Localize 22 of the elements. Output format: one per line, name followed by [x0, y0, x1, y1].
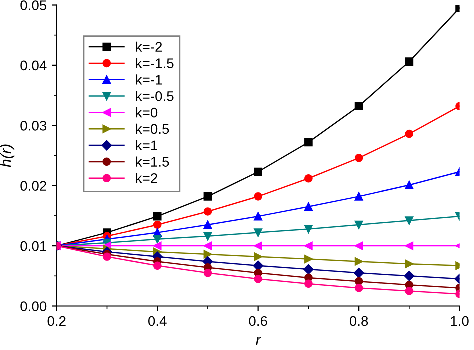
legend-label: k=-0.5	[136, 91, 174, 102]
x-tick-label: 1.0	[451, 316, 469, 326]
x-tick-label: 0.4	[148, 316, 167, 326]
y-tick-label: 0.03	[20, 120, 47, 131]
y-tick-label: 0.01	[20, 241, 46, 252]
legend-label: k=0.5	[136, 124, 170, 134]
x-tick-label: 0.6	[249, 316, 268, 326]
y-tick-label: 0.05	[20, 0, 47, 10]
legend-label: k=2	[136, 173, 158, 184]
x-tick-label: 0.8	[350, 316, 368, 326]
y-axis-title: h(r)	[0, 144, 15, 168]
legend-label: k=-2	[136, 42, 162, 52]
legend-label: k=1.5	[136, 156, 170, 167]
y-tick-label: 0.00	[20, 302, 47, 312]
legend-label: k=0	[136, 108, 158, 118]
x-tick-label: 0.2	[48, 316, 66, 326]
legend-label: k=-1.5	[136, 58, 174, 68]
legend-label: k=1	[136, 140, 158, 150]
y-tick-label: 0.02	[20, 181, 46, 192]
x-axis-title: r	[256, 337, 262, 346]
y-tick-label: 0.04	[20, 60, 47, 71]
legend-label: k=-1	[136, 74, 162, 85]
